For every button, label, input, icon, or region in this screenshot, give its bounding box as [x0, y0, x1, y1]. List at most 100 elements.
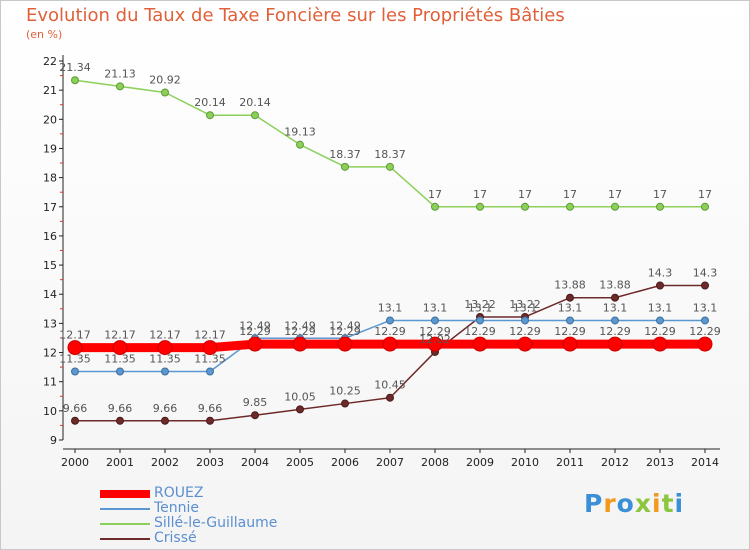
data-point-criss-	[386, 393, 394, 402]
legend: ROUEZ Tennie Sillé-le-Guillaume Crissé	[100, 486, 277, 546]
data-point-sill-le-guillaume	[476, 202, 484, 211]
data-label-sill-le-guillaume: 20.14	[194, 96, 226, 109]
legend-swatch-sille	[100, 522, 150, 525]
data-label-sill-le-guillaume: 18.37	[374, 148, 406, 161]
chart-title: Evolution du Taux de Taxe Foncière sur l…	[26, 5, 565, 26]
x-tick-label: 2005	[286, 456, 314, 469]
y-tick-label: 21	[43, 84, 57, 97]
data-point-rouez	[517, 336, 533, 352]
data-label-criss-: 13.88	[554, 279, 586, 292]
data-point-rouez	[472, 336, 488, 352]
data-point-sill-le-guillaume	[161, 88, 169, 97]
data-point-rouez	[337, 336, 353, 352]
data-point-sill-le-guillaume	[251, 111, 259, 120]
data-label-criss-: 9.85	[243, 396, 268, 409]
data-label-criss-: 13.88	[599, 279, 631, 292]
legend-label: Crissé	[154, 530, 197, 546]
y-tick-label: 20	[43, 113, 57, 126]
data-label-tennie: 11.35	[194, 352, 226, 365]
data-label-sill-le-guillaume: 17	[428, 188, 442, 201]
data-label-tennie: 12.49	[284, 319, 316, 332]
x-tick-label: 2007	[376, 456, 404, 469]
data-point-criss-	[251, 411, 259, 420]
data-label-criss-: 14.3	[648, 266, 673, 279]
data-label-criss-: 9.66	[153, 402, 178, 415]
data-label-sill-le-guillaume: 17	[653, 188, 667, 201]
data-label-rouez: 12.29	[509, 325, 541, 338]
legend-item-sille: Sillé-le-Guillaume	[100, 516, 277, 531]
data-point-tennie	[116, 367, 124, 376]
data-label-rouez: 12.17	[194, 329, 226, 342]
chart-subtitle: (en %)	[26, 28, 63, 41]
data-point-criss-	[161, 416, 169, 425]
data-label-sill-le-guillaume: 19.13	[284, 126, 316, 139]
x-tick-label: 2000	[61, 456, 89, 469]
data-point-sill-le-guillaume	[611, 202, 619, 211]
y-tick-label: 19	[43, 142, 57, 155]
legend-item-rouez: ROUEZ	[100, 486, 277, 501]
data-point-sill-le-guillaume	[71, 76, 79, 85]
data-point-sill-le-guillaume	[206, 111, 214, 120]
data-label-rouez: 12.29	[464, 325, 496, 338]
data-labels: 12.17 12.17 12.17 12.17 12.29 12.29 12.29 12.29…	[59, 61, 721, 415]
data-label-criss-: 9.66	[108, 402, 133, 415]
y-tick-label: 17	[43, 201, 57, 214]
data-label-tennie: 11.35	[104, 352, 136, 365]
data-point-sill-le-guillaume	[386, 162, 394, 171]
x-tick-label: 2001	[106, 456, 134, 469]
legend-item-tennie: Tennie	[100, 501, 277, 516]
x-tick-label: 2012	[601, 456, 629, 469]
y-tick-label: 13	[43, 317, 57, 330]
data-label-tennie: 13.1	[558, 301, 583, 314]
x-tick-label: 2009	[466, 456, 494, 469]
data-label-tennie: 13.1	[378, 301, 403, 314]
data-label-sill-le-guillaume: 20.92	[149, 73, 181, 86]
data-label-tennie: 12.49	[329, 319, 361, 332]
x-tick-label: 2014	[691, 456, 719, 469]
data-point-rouez	[382, 336, 398, 352]
legend-swatch-rouez	[100, 489, 150, 498]
data-label-rouez: 12.29	[239, 325, 271, 338]
data-label-sill-le-guillaume: 17	[563, 188, 577, 201]
data-point-rouez	[697, 336, 713, 352]
y-tick-label: 18	[43, 172, 57, 185]
data-point-tennie	[206, 367, 214, 376]
brand-text: Proxiti	[584, 489, 685, 518]
x-tick-label: 2011	[556, 456, 584, 469]
data-label-rouez: 12.29	[599, 325, 631, 338]
data-label-sill-le-guillaume: 18.37	[329, 148, 361, 161]
data-label-criss-: 13.22	[509, 298, 541, 311]
x-tick-label: 2006	[331, 456, 359, 469]
data-point-tennie	[431, 316, 439, 325]
data-label-criss-: 12.02	[419, 333, 451, 346]
data-label-tennie: 12.49	[239, 319, 271, 332]
legend-label: ROUEZ	[154, 485, 204, 501]
x-tick-label: 2004	[241, 456, 269, 469]
data-point-criss-	[701, 281, 709, 290]
y-tick-label: 16	[43, 230, 57, 243]
legend-label: Tennie	[154, 500, 200, 516]
data-point-tennie	[386, 316, 394, 325]
data-label-criss-: 14.3	[693, 266, 718, 279]
data-point-rouez	[112, 340, 128, 356]
data-point-tennie	[611, 316, 619, 325]
data-label-rouez: 12.29	[329, 325, 361, 338]
data-label-rouez: 12.29	[689, 325, 721, 338]
data-label-criss-: 13.22	[464, 298, 496, 311]
data-point-tennie	[71, 367, 79, 376]
y-tick-label: 10	[43, 405, 57, 418]
data-point-sill-le-guillaume	[431, 202, 439, 211]
data-point-sill-le-guillaume	[116, 82, 124, 91]
x-tick-label: 2008	[421, 456, 449, 469]
data-point-rouez	[427, 336, 443, 352]
axes: 9 10 11 12 13 14 15 16 17 18 19 20 21 22 2000 2001 2002 2…	[43, 55, 720, 469]
x-tick-label: 2013	[646, 456, 674, 469]
data-point-tennie	[701, 316, 709, 325]
data-point-rouez	[157, 340, 173, 356]
data-point-tennie	[566, 316, 574, 325]
legend-item-crisse: Crissé	[100, 531, 277, 546]
legend-label: Sillé-le-Guillaume	[154, 515, 278, 531]
data-point-tennie	[161, 367, 169, 376]
